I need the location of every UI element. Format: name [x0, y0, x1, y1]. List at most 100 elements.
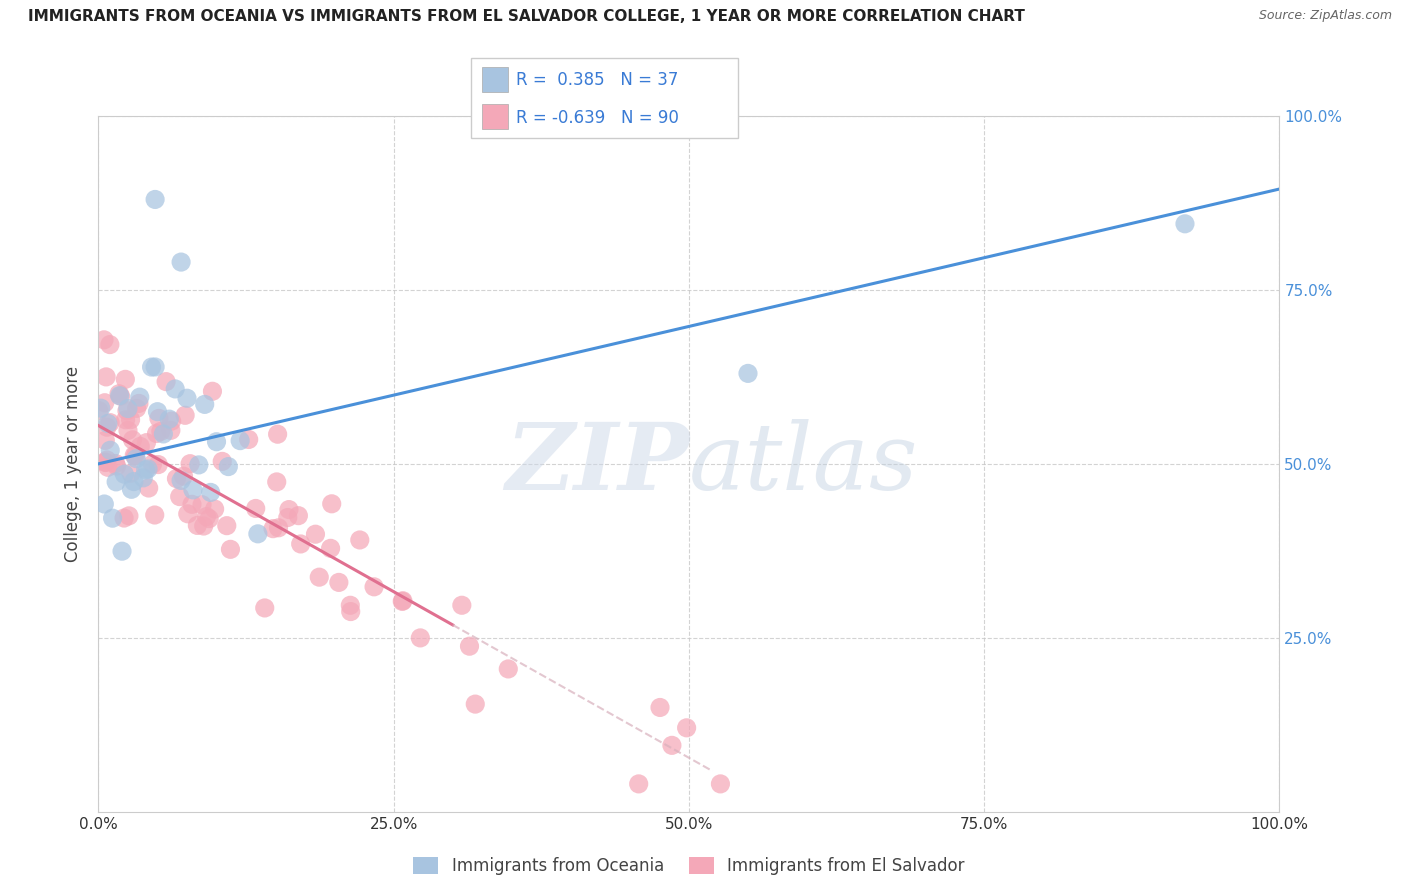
Point — [464, 697, 486, 711]
Text: IMMIGRANTS FROM OCEANIA VS IMMIGRANTS FROM EL SALVADOR COLLEGE, 1 YEAR OR MORE C: IMMIGRANTS FROM OCEANIA VS IMMIGRANTS FR… — [28, 9, 1025, 24]
Point — [114, 413, 136, 427]
Point — [94, 370, 117, 384]
Point — [111, 544, 134, 558]
Point — [136, 462, 159, 476]
Point — [661, 739, 683, 753]
Point — [205, 434, 228, 449]
Point — [165, 472, 187, 486]
Point — [94, 456, 117, 470]
Point — [177, 507, 200, 521]
Point — [1174, 217, 1197, 231]
Point — [246, 526, 269, 541]
Point — [105, 458, 128, 473]
Point — [287, 508, 309, 523]
Text: atlas: atlas — [689, 419, 918, 508]
Point — [145, 426, 167, 441]
Point — [339, 605, 361, 619]
Point — [125, 401, 148, 416]
Point — [122, 475, 145, 489]
Point — [170, 474, 193, 488]
Point — [219, 542, 242, 557]
Point — [304, 527, 326, 541]
Point — [98, 416, 121, 430]
Point — [94, 434, 117, 448]
Point — [94, 395, 117, 409]
Point — [97, 460, 120, 475]
Point — [141, 457, 163, 471]
Point — [135, 463, 157, 477]
Point — [204, 502, 226, 516]
Point — [201, 384, 224, 399]
Point — [128, 390, 150, 404]
Point — [165, 382, 187, 396]
Point — [97, 417, 120, 431]
Legend: Immigrants from Oceania, Immigrants from El Salvador: Immigrants from Oceania, Immigrants from… — [405, 848, 973, 883]
Point — [458, 639, 481, 653]
Point — [215, 518, 238, 533]
Point — [308, 570, 330, 584]
Point — [238, 433, 260, 447]
Point — [146, 405, 169, 419]
Y-axis label: College, 1 year or more: College, 1 year or more — [65, 366, 83, 562]
Point — [148, 411, 170, 425]
Point — [148, 458, 170, 472]
Point — [117, 424, 139, 438]
Point — [737, 367, 759, 381]
Point — [173, 469, 195, 483]
Point — [96, 453, 118, 467]
Point — [193, 519, 215, 533]
Point — [160, 414, 183, 428]
Point — [110, 389, 132, 403]
Point — [181, 497, 204, 511]
Point — [149, 425, 172, 439]
Point — [278, 502, 301, 516]
Point — [143, 508, 166, 522]
Point — [87, 403, 110, 417]
Point — [96, 420, 118, 434]
Point — [170, 255, 193, 269]
Point — [138, 481, 160, 495]
Point — [186, 518, 208, 533]
Point — [104, 457, 127, 471]
Point — [117, 401, 139, 416]
Point — [105, 475, 128, 489]
Point — [409, 631, 432, 645]
Point — [118, 508, 141, 523]
Point — [98, 443, 121, 458]
Point — [262, 522, 284, 536]
Point — [129, 439, 152, 453]
Point — [135, 435, 157, 450]
Point — [143, 193, 166, 207]
Point — [253, 601, 276, 615]
Text: R =  0.385   N = 37: R = 0.385 N = 37 — [516, 71, 678, 89]
Point — [120, 466, 142, 480]
Point — [195, 509, 218, 524]
Text: R = -0.639   N = 90: R = -0.639 N = 90 — [516, 109, 679, 127]
Point — [112, 467, 135, 482]
Point — [187, 458, 209, 472]
Point — [627, 777, 650, 791]
Point — [267, 521, 290, 535]
Point — [266, 427, 288, 442]
Point — [141, 360, 163, 375]
Point — [198, 511, 221, 525]
Point — [179, 457, 201, 471]
Point — [124, 449, 146, 463]
Point — [194, 397, 217, 411]
Point — [94, 455, 117, 469]
Point — [498, 662, 520, 676]
Point — [328, 575, 350, 590]
Point — [121, 483, 143, 497]
Point — [648, 700, 671, 714]
Point — [176, 391, 198, 405]
Point — [450, 599, 472, 613]
Point — [169, 490, 191, 504]
Point — [152, 426, 174, 441]
Point — [349, 533, 371, 547]
Point — [211, 454, 233, 468]
Point — [114, 372, 136, 386]
Point — [321, 497, 343, 511]
Point — [200, 485, 222, 500]
Point — [93, 497, 115, 511]
Point — [339, 599, 361, 613]
